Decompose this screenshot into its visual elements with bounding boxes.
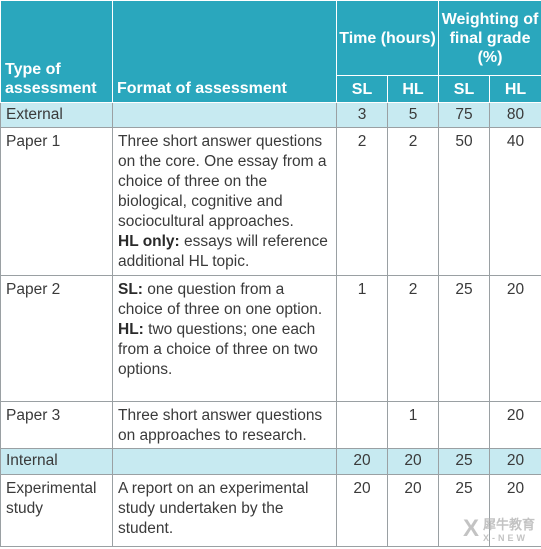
watermark-name: 犀牛教育 xyxy=(482,517,535,532)
watermark-sub: X-NEW xyxy=(482,533,528,543)
format-text: one question from a choice of three on o… xyxy=(118,281,323,318)
header-type: Type of assessment xyxy=(0,0,113,103)
watermark-logo: X 犀牛教育 X-NEW xyxy=(462,514,535,544)
format-cell xyxy=(112,102,337,128)
header-weighting-sl: SL xyxy=(438,75,491,103)
weight-sl-cell xyxy=(438,401,491,449)
time-hl-cell: 1 xyxy=(386,401,440,449)
table-row: Paper 1 Three short answer questions on … xyxy=(0,127,541,276)
type-cell: Paper 3 xyxy=(0,401,113,449)
weight-hl-cell: 80 xyxy=(489,102,541,128)
format-text: essays will reference additional HL topi… xyxy=(118,233,328,270)
header-time-sl: SL xyxy=(336,75,388,103)
time-hl-cell: 2 xyxy=(386,127,440,276)
time-sl-cell: 1 xyxy=(336,275,388,402)
header-format: Format of assessment xyxy=(112,0,337,103)
weight-hl-cell: 20 xyxy=(489,474,541,547)
format-label: SL: xyxy=(118,281,143,298)
time-hl-cell: 20 xyxy=(386,474,440,547)
format-label: HL: xyxy=(118,321,144,338)
weight-sl-cell: 25 xyxy=(438,474,491,547)
time-hl-cell: 2 xyxy=(386,275,440,402)
time-hl-cell: 5 xyxy=(386,102,440,128)
table-row: Experimental study A report on an experi… xyxy=(0,474,541,547)
header-time: Time (hours) xyxy=(335,0,440,76)
weight-sl-cell: 50 xyxy=(438,127,491,276)
format-text: Three short answer questions on the core… xyxy=(118,133,327,230)
time-hl-cell: 20 xyxy=(386,448,440,475)
type-cell: Internal xyxy=(0,448,113,475)
format-cell: SL: one question from a choice of three … xyxy=(112,275,337,402)
type-cell: Experimental study xyxy=(0,474,113,547)
type-cell: External xyxy=(0,102,113,128)
weight-sl-cell: 25 xyxy=(438,275,491,402)
watermark-text: 犀牛教育 X-NEW xyxy=(483,514,535,543)
time-sl-cell xyxy=(336,401,388,449)
table-row: Paper 2 SL: one question from a choice o… xyxy=(0,275,541,402)
table-row: Internal 20 20 25 20 xyxy=(0,448,541,475)
weight-hl-cell: 20 xyxy=(489,401,541,449)
table-row: Paper 3 Three short answer questions on … xyxy=(0,401,541,449)
watermark-x-icon: X xyxy=(462,514,479,542)
header-weighting: Weighting of final grade (%) xyxy=(438,0,541,76)
time-sl-cell: 20 xyxy=(336,474,388,547)
weight-sl-cell: 75 xyxy=(438,102,491,128)
weight-sl-cell: 25 xyxy=(438,448,491,475)
format-label: HL only: xyxy=(118,233,180,250)
format-cell: A report on an experimental study undert… xyxy=(112,474,337,547)
time-sl-cell: 20 xyxy=(336,448,388,475)
time-sl-cell: 3 xyxy=(336,102,388,128)
time-sl-cell: 2 xyxy=(336,127,388,276)
type-cell: Paper 2 xyxy=(0,275,113,402)
header-time-hl: HL xyxy=(386,75,440,103)
format-cell: Three short answer questions on the core… xyxy=(112,127,337,276)
weight-hl-cell: 20 xyxy=(489,448,541,475)
weight-hl-cell: 40 xyxy=(489,127,541,276)
header-weighting-hl: HL xyxy=(489,75,541,103)
type-cell: Paper 1 xyxy=(0,127,113,276)
format-text: two questions; one each from a choice of… xyxy=(118,321,318,378)
weight-hl-cell: 20 xyxy=(489,275,541,402)
table-row: External 3 5 75 80 xyxy=(0,102,541,128)
format-cell: Three short answer questions on approach… xyxy=(112,401,337,449)
format-cell xyxy=(112,448,337,475)
